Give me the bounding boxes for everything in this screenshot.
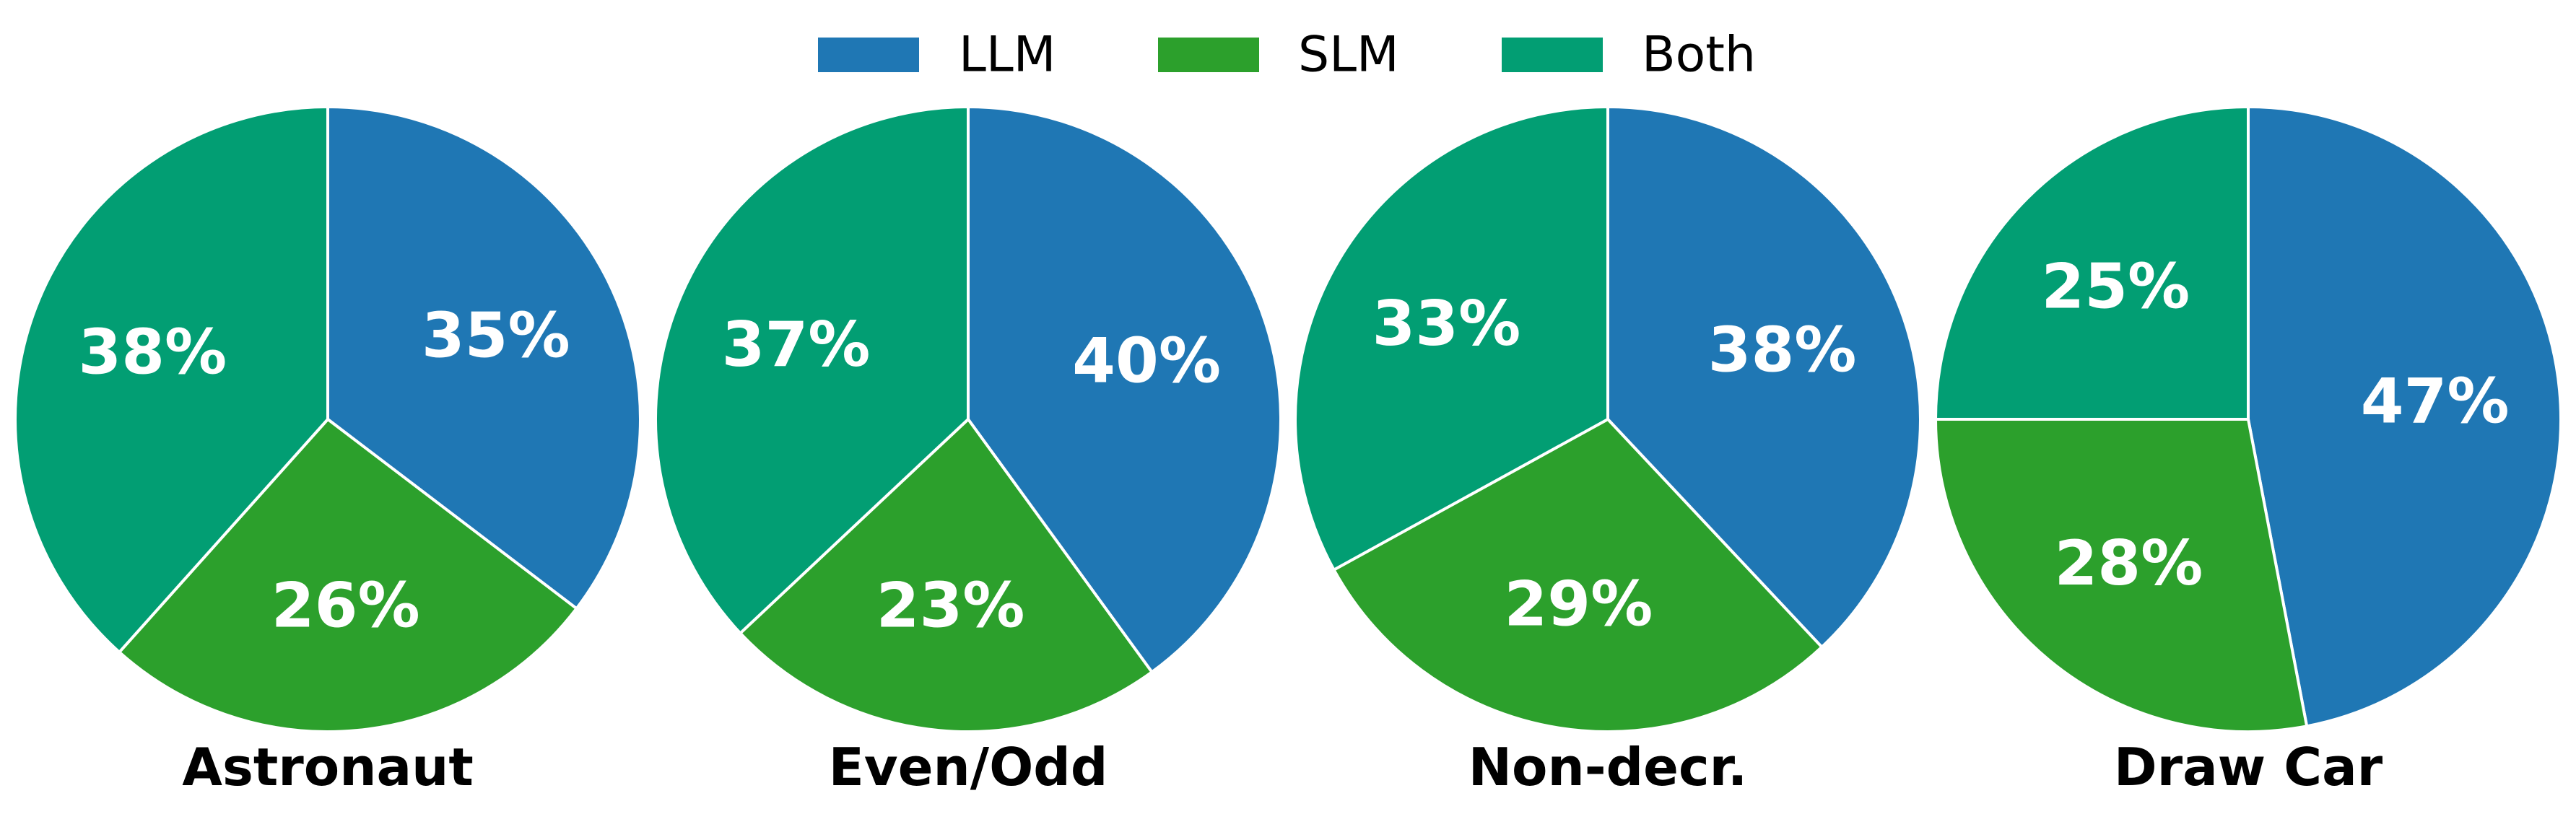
slice-non-decr-llm (1606, 105, 1922, 649)
pie-charts: 35% 26% 38% Astronaut 40% 23% 37% Even/Odd 38% 29… (14, 105, 2562, 797)
slice-label-even-odd-both: 37% (722, 309, 871, 381)
slice-label-draw-car-llm: 47% (2361, 366, 2510, 438)
pie-astronaut: 35% 26% 38% Astronaut (14, 105, 642, 797)
pie-title-draw-car: Draw Car (2114, 737, 2383, 797)
slice-label-non-decr-both: 33% (1372, 288, 1520, 360)
slice-draw-car-both (1934, 105, 2250, 421)
legend-label-both: Both (1642, 27, 1756, 84)
slice-label-astronaut-both: 38% (78, 316, 227, 388)
slice-label-astronaut-slm: 26% (271, 570, 420, 642)
slice-astronaut-slm (118, 418, 578, 733)
slice-label-draw-car-slm: 28% (2054, 528, 2203, 600)
slice-label-draw-car-both: 25% (2041, 250, 2190, 323)
slice-astronaut-both (14, 105, 329, 654)
slice-non-decr-slm (1332, 418, 1824, 733)
slice-label-non-decr-llm: 38% (1708, 314, 1857, 386)
legend-swatch-llm (818, 38, 919, 72)
pie-non-decr: 38% 29% 33% Non-decr. (1294, 105, 1922, 797)
slice-label-even-odd-llm: 40% (1072, 325, 1221, 398)
pie-title-astronaut: Astronaut (182, 737, 474, 797)
pie-even-odd: 40% 23% 37% Even/Odd (654, 105, 1282, 797)
slice-even-odd-llm (967, 105, 1282, 674)
slice-even-odd-both (654, 105, 970, 635)
slice-draw-car-slm (1934, 418, 2309, 733)
pie-title-non-decr: Non-decr. (1468, 737, 1748, 797)
slice-label-astronaut-llm: 35% (422, 300, 570, 372)
slice-non-decr-both (1294, 105, 1609, 572)
slice-draw-car-llm (2247, 105, 2562, 728)
legend-label-llm: LLM (959, 27, 1056, 84)
legend-label-slm: SLM (1298, 27, 1399, 84)
legend: LLM SLM Both (818, 27, 1756, 84)
legend-swatch-slm (1158, 38, 1259, 72)
pie-draw-car: 47% 28% 25% Draw Car (1934, 105, 2562, 797)
slice-label-non-decr-slm: 29% (1504, 569, 1653, 641)
pie-title-even-odd: Even/Odd (829, 737, 1108, 797)
slice-even-odd-slm (739, 418, 1154, 733)
slice-label-even-odd-slm: 23% (876, 570, 1025, 642)
slice-astronaut-llm (326, 105, 642, 611)
legend-swatch-both (1502, 38, 1603, 72)
